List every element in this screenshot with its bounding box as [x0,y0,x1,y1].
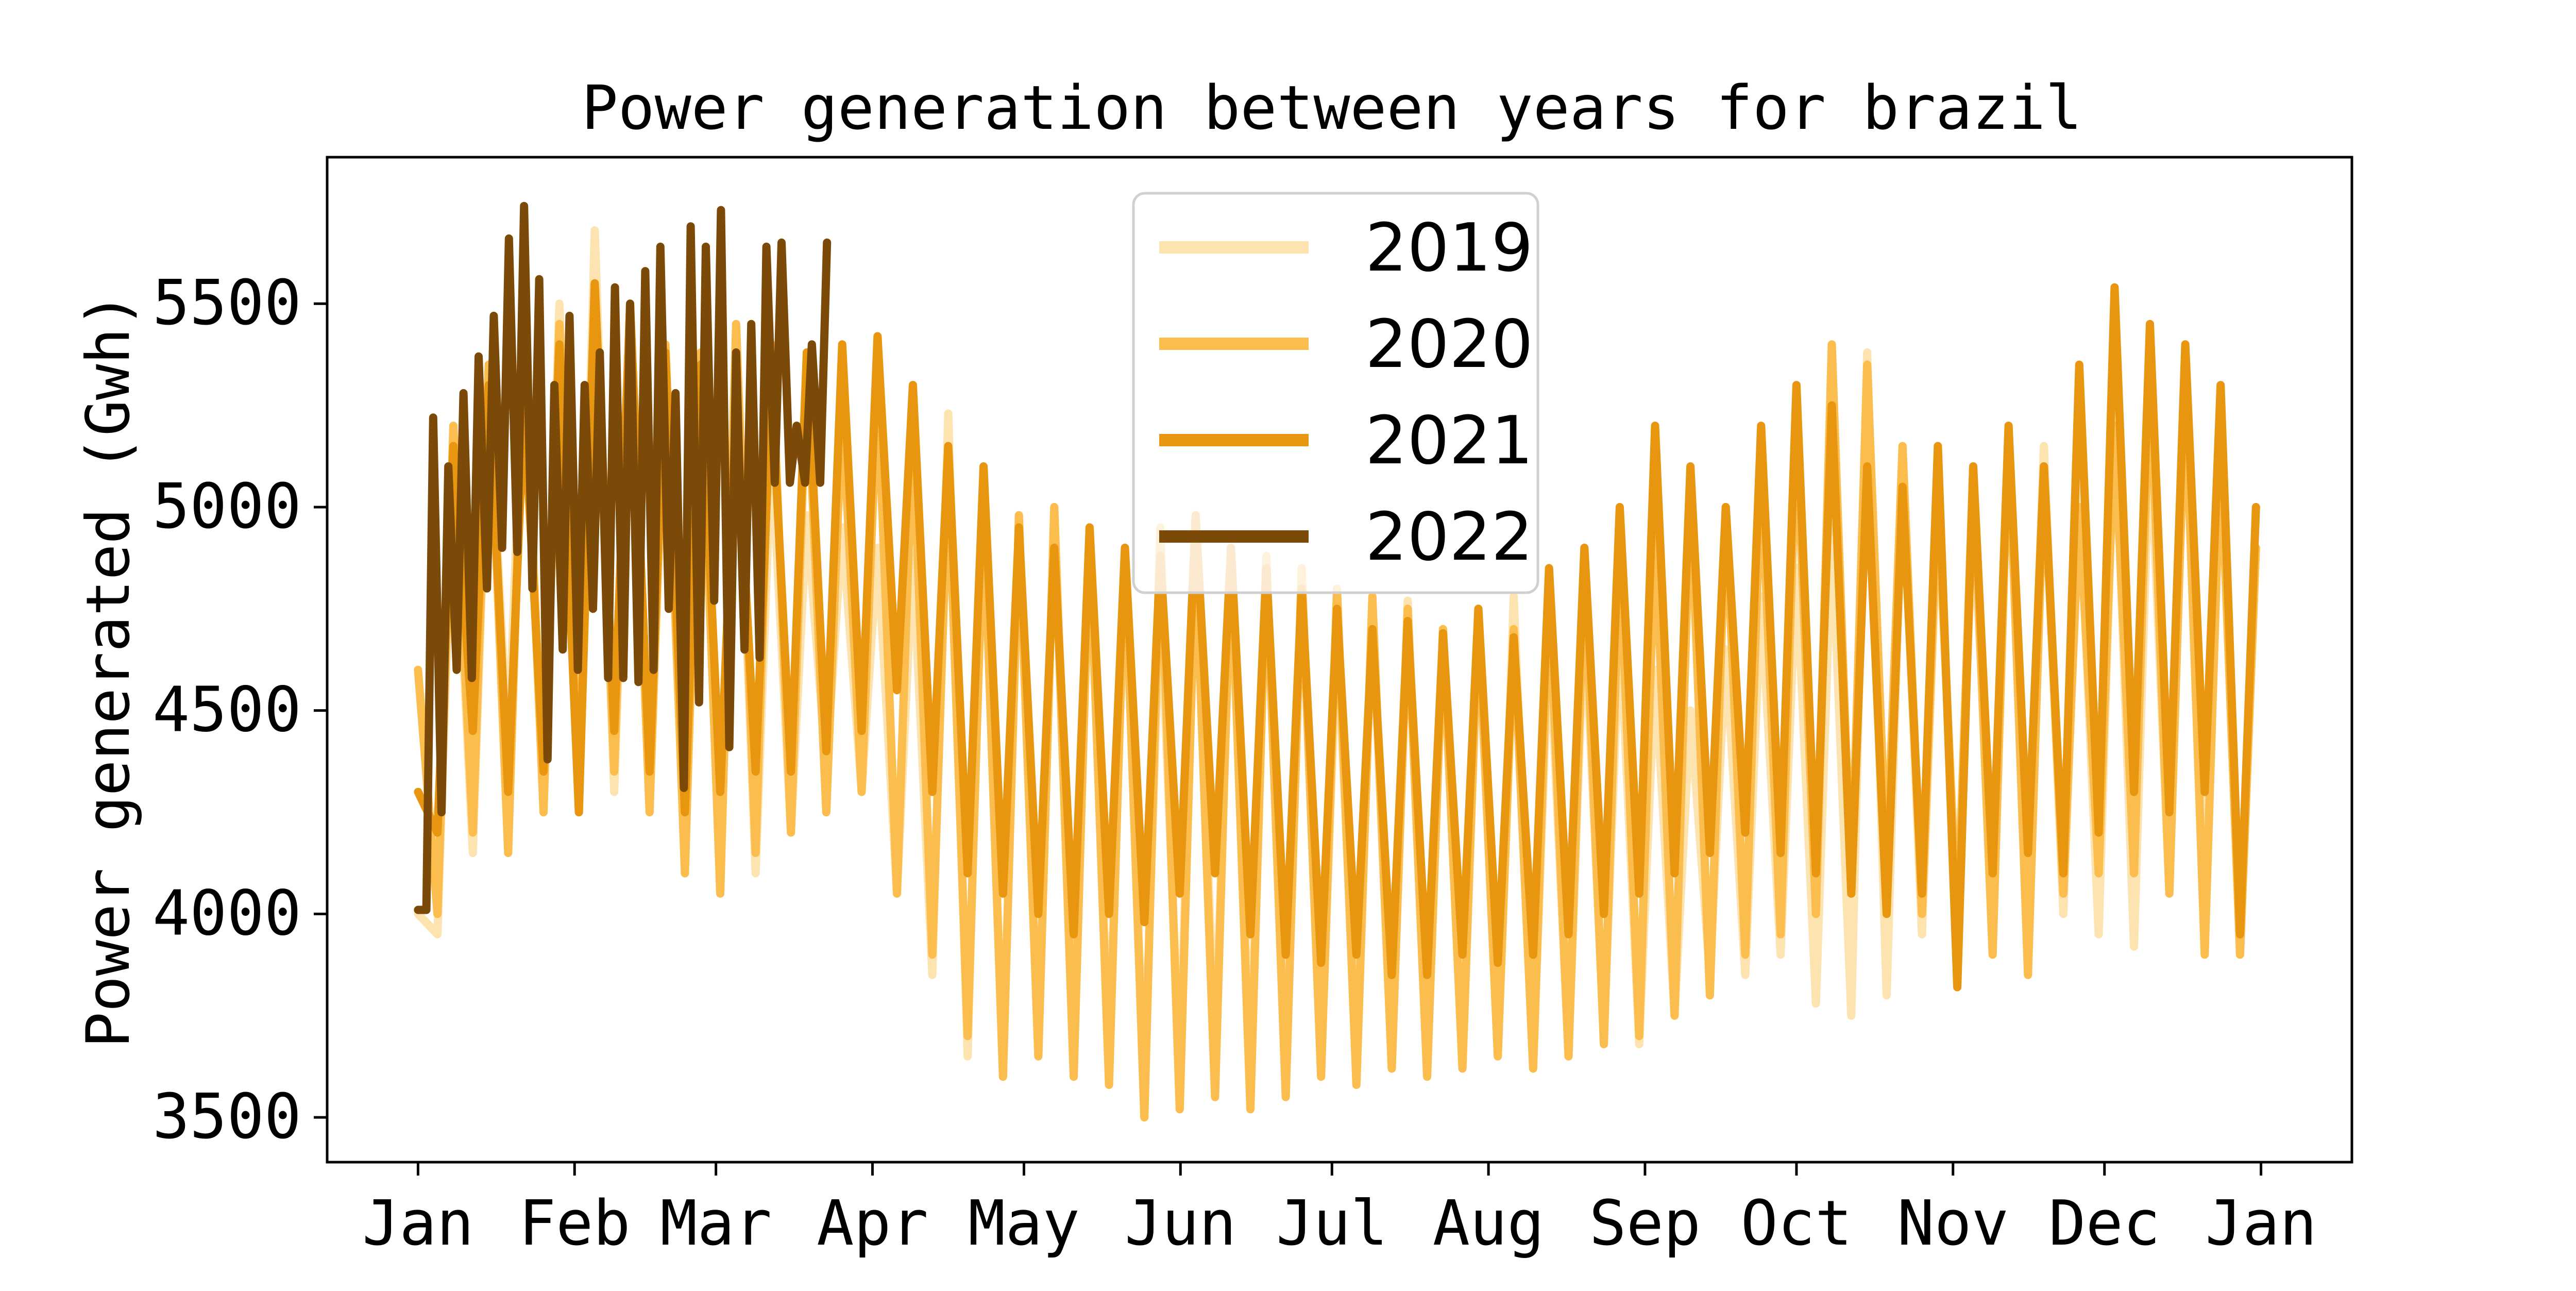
x-tick-label: Feb [519,1188,631,1260]
y-tick-label: 5000 [152,471,301,543]
x-tick-label: Jun [1125,1188,1236,1260]
x-tick-label: Jan [362,1188,474,1260]
y-tick-label: 4000 [152,878,301,949]
plot-frame [326,156,2353,1164]
y-axis-label: Power generated (Gwh) [74,292,143,1048]
legend-label: 2021 [1365,403,1533,479]
x-tick-label: Oct [1741,1188,1853,1260]
x-tick-label: Mar [660,1188,772,1260]
x-tick-label: Apr [817,1188,928,1260]
x-tick-label: May [968,1188,1080,1260]
x-tick-label: Jul [1276,1188,1388,1260]
x-tick-label: Dec [2048,1188,2160,1260]
chart-title: Power generation between years for brazi… [582,72,2082,143]
x-tick-label: Jan [2205,1188,2317,1260]
y-tick-label: 5500 [152,267,301,339]
legend: 2019 2020 2021 2022 [1132,192,1539,594]
axes-layer: 3500 4000 4500 5000 5500 Jan Feb Mar Apr May Jun Ju… [152,156,2353,1260]
y-tick-label: 4500 [152,675,301,746]
x-tick-label: Aug [1433,1188,1545,1260]
legend-label: 2020 [1365,306,1533,383]
x-tick-label: Nov [1897,1188,2009,1260]
y-tick-label: 3500 [152,1081,301,1153]
legend-label: 2022 [1365,499,1533,576]
series-line-2022 [414,202,832,914]
legend-box [1132,192,1539,594]
legend-label: 2019 [1365,210,1533,287]
x-tick-label: Sep [1589,1188,1701,1260]
